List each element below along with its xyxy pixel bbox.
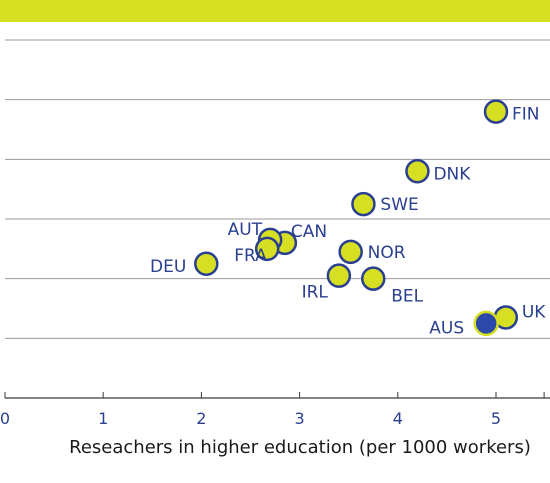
header-band	[0, 0, 550, 22]
data-point-aus	[473, 310, 499, 337]
x-tick-label: 2	[196, 409, 206, 428]
data-point-fra	[254, 236, 280, 262]
data-point-irl	[326, 263, 352, 288]
data-point-bel	[361, 266, 386, 291]
data-point-fin	[483, 99, 509, 124]
point-label-irl: IRL	[302, 283, 329, 303]
data-point-nor	[338, 239, 363, 265]
point-label-swe: SWE	[380, 195, 418, 215]
x-tick-label: 0	[0, 409, 10, 428]
point-label-uk: UK	[522, 302, 546, 322]
x-axis-label: Reseachers in higher education (per 1000…	[69, 437, 531, 458]
x-tick-label: 5	[491, 409, 501, 428]
point-label-fin: FIN	[512, 105, 540, 125]
x-tick-label: 1	[98, 409, 108, 428]
point-label-aus: AUS	[429, 318, 464, 338]
point-label-bel: BEL	[391, 287, 423, 307]
point-label-aut: AUT	[228, 220, 263, 240]
point-label-can: CAN	[291, 222, 327, 242]
point-label-nor: NOR	[368, 243, 406, 263]
point-label-fra: FRA	[234, 246, 267, 266]
x-tick-label: 4	[393, 409, 403, 428]
point-label-dnk: DNK	[433, 164, 471, 184]
x-tick-label: 3	[295, 409, 305, 428]
data-point-swe	[351, 191, 376, 217]
data-point-deu	[194, 251, 219, 276]
data-point-dnk	[405, 159, 430, 184]
point-label-deu: DEU	[150, 257, 186, 277]
